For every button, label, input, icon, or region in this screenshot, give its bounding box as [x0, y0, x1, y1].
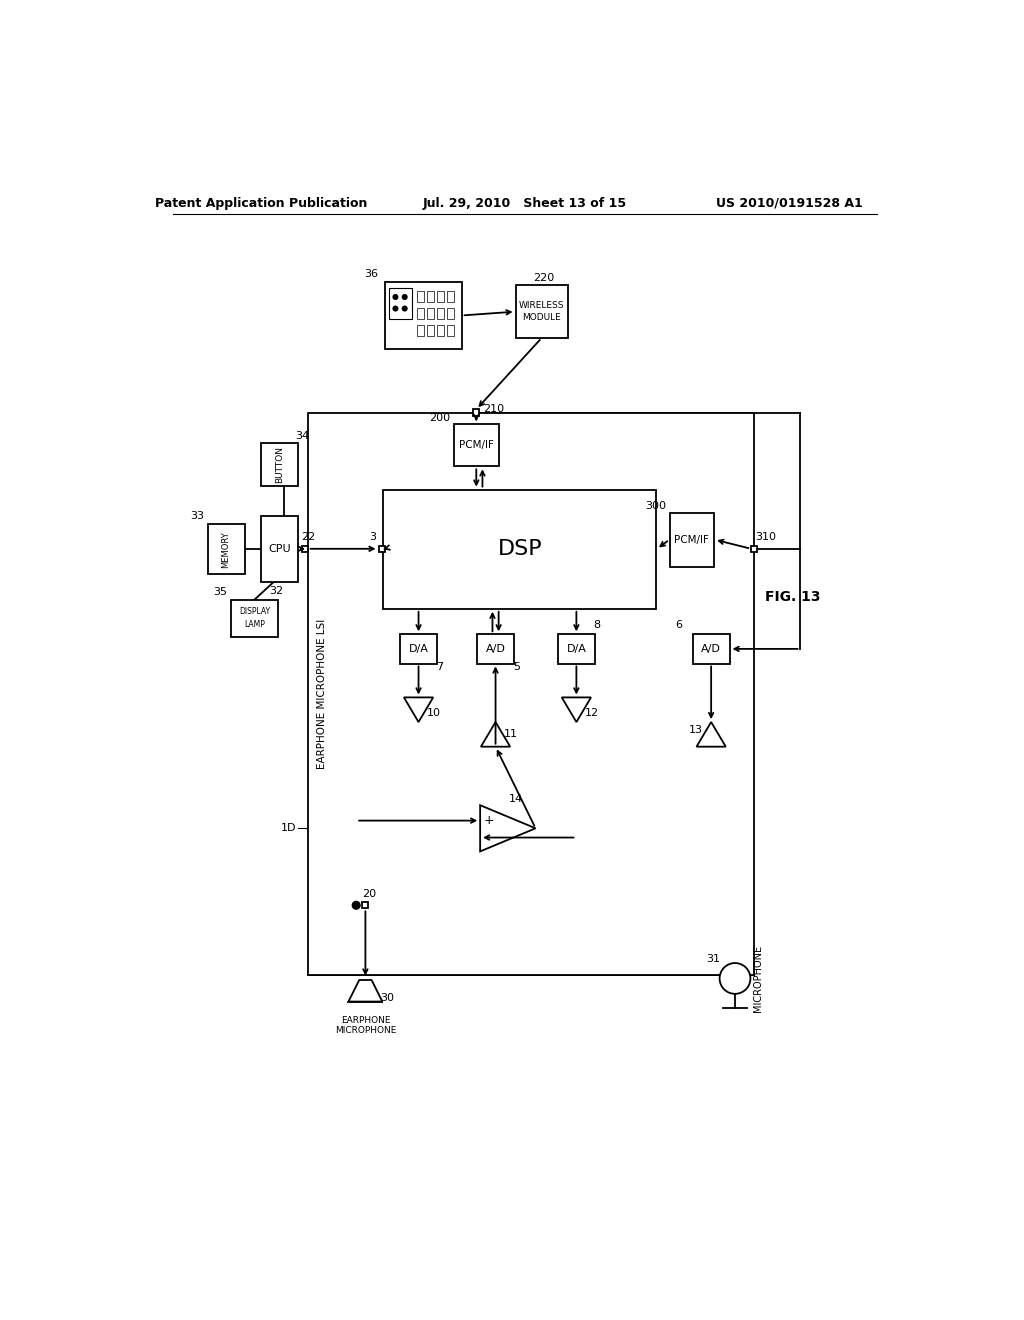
Circle shape [393, 294, 397, 300]
Bar [558, 635, 595, 664]
Bar [752, 545, 758, 552]
Text: 31: 31 [707, 954, 721, 964]
Polygon shape [348, 979, 382, 1002]
Text: US 2010/0191528 A1: US 2010/0191528 A1 [716, 197, 862, 210]
Bar [454, 424, 499, 466]
Text: MICROPHONE: MICROPHONE [335, 1027, 396, 1035]
Text: EARPHONE MICROPHONE LSI: EARPHONE MICROPHONE LSI [316, 619, 327, 768]
Bar [447, 290, 454, 302]
Bar [515, 285, 568, 338]
Text: WIRELESS: WIRELESS [519, 301, 564, 310]
Text: 30: 30 [380, 993, 394, 1003]
Text: CPU: CPU [268, 544, 291, 554]
Circle shape [720, 964, 751, 994]
Circle shape [402, 294, 407, 300]
Polygon shape [480, 805, 536, 851]
Text: 20: 20 [362, 888, 377, 899]
Text: 10: 10 [427, 708, 441, 718]
Text: 33: 33 [189, 511, 204, 521]
Text: 14: 14 [509, 795, 522, 804]
Bar [307, 412, 755, 974]
Bar [427, 325, 434, 335]
Bar [362, 903, 369, 908]
Text: 22: 22 [301, 532, 315, 543]
Text: 300: 300 [645, 502, 666, 511]
Bar [417, 290, 424, 302]
Text: 36: 36 [365, 269, 379, 279]
Bar [437, 290, 444, 302]
Bar [447, 325, 454, 335]
Text: PCM/IF: PCM/IF [675, 535, 710, 545]
Text: PCM/IF: PCM/IF [459, 441, 494, 450]
Text: D/A: D/A [409, 644, 428, 653]
Bar [261, 444, 298, 486]
Bar [477, 635, 514, 664]
Text: MICROPHONE: MICROPHONE [753, 945, 763, 1012]
Bar [208, 524, 245, 574]
Bar [417, 308, 424, 318]
Text: 210: 210 [482, 404, 504, 413]
Text: A/D: A/D [485, 644, 506, 653]
Text: 1D: 1D [281, 824, 296, 833]
Text: 12: 12 [585, 708, 599, 718]
Bar [383, 490, 656, 609]
Text: 220: 220 [534, 273, 555, 282]
Text: Jul. 29, 2010   Sheet 13 of 15: Jul. 29, 2010 Sheet 13 of 15 [423, 197, 627, 210]
Text: 8: 8 [594, 620, 601, 630]
Bar [385, 281, 462, 350]
Bar [400, 635, 437, 664]
Text: Patent Application Publication: Patent Application Publication [156, 197, 368, 210]
Text: 200: 200 [429, 413, 451, 422]
Text: 310: 310 [756, 532, 776, 543]
Bar [261, 516, 298, 582]
Circle shape [402, 306, 407, 312]
Text: MEMORY: MEMORY [221, 531, 230, 568]
Text: DISPLAY: DISPLAY [239, 607, 270, 616]
Text: FIG. 13: FIG. 13 [765, 590, 820, 605]
Bar [301, 545, 307, 552]
Text: 5: 5 [513, 663, 520, 672]
Circle shape [393, 306, 397, 312]
Text: -: - [487, 832, 492, 843]
Bar [692, 635, 730, 664]
Text: EARPHONE: EARPHONE [341, 1016, 390, 1026]
Text: 11: 11 [504, 729, 518, 739]
Text: LAMP: LAMP [244, 620, 265, 628]
Text: +: + [484, 814, 495, 828]
Bar [379, 545, 385, 552]
Circle shape [352, 902, 360, 909]
Bar [389, 288, 413, 318]
Bar [437, 308, 444, 318]
Text: BUTTON: BUTTON [275, 446, 285, 483]
Text: 34: 34 [295, 430, 309, 441]
Polygon shape [481, 722, 510, 747]
Bar [473, 409, 479, 416]
Bar [230, 599, 279, 636]
Text: 6: 6 [675, 620, 682, 630]
Bar [437, 325, 444, 335]
Bar [427, 308, 434, 318]
Text: 7: 7 [436, 663, 443, 672]
Text: 3: 3 [369, 532, 376, 543]
Text: MODULE: MODULE [522, 313, 561, 322]
Polygon shape [696, 722, 726, 747]
Bar [670, 512, 714, 566]
Text: 35: 35 [213, 587, 226, 597]
Text: 13: 13 [689, 725, 702, 735]
Polygon shape [403, 697, 433, 722]
Bar [447, 308, 454, 318]
Bar [417, 325, 424, 335]
Polygon shape [562, 697, 591, 722]
Text: 32: 32 [269, 586, 284, 597]
Bar [427, 290, 434, 302]
Text: DSP: DSP [498, 539, 542, 560]
Text: A/D: A/D [701, 644, 721, 653]
Text: D/A: D/A [566, 644, 587, 653]
